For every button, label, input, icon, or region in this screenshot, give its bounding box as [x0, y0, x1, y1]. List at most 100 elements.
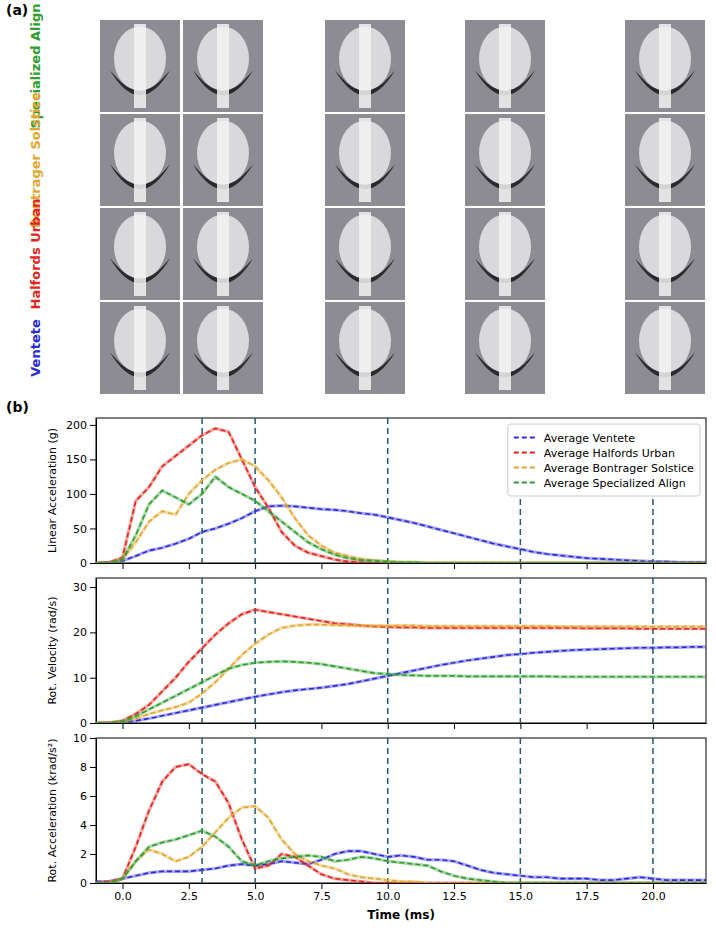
y-axis: 050100150200 [66, 419, 97, 571]
tick: 7.5 [313, 883, 331, 903]
panel-label: (a) [6, 2, 28, 18]
time-marker [520, 499, 522, 563]
tick-mark [321, 883, 322, 889]
tick-label: 0 [80, 877, 87, 890]
tick-mark [90, 528, 96, 529]
tick: 17.5 [575, 883, 600, 903]
tick: 0 [80, 877, 96, 890]
x-axis [97, 723, 707, 729]
legend-box [508, 424, 700, 496]
tick-mark [388, 563, 389, 569]
legend: Average VenteteAverage Halfords UrbanAve… [508, 424, 700, 496]
photo [625, 114, 705, 206]
tick-label: 0 [80, 557, 87, 570]
tick-label: 17.5 [575, 890, 600, 903]
legend-label: Average Ventete [544, 432, 635, 445]
time-marker [520, 738, 522, 883]
tick-mark [454, 723, 455, 729]
tick: 200 [66, 419, 96, 432]
plot-area [96, 738, 706, 883]
tick-mark [90, 494, 96, 495]
time-marker [201, 418, 203, 563]
tick [255, 723, 256, 729]
series-band [96, 610, 706, 723]
time-marker [652, 578, 654, 723]
tick-label: 0 [80, 717, 87, 730]
x-axis: 0.02.55.07.510.012.515.017.520.0 [97, 883, 707, 903]
photo [325, 114, 405, 206]
x-axis [97, 563, 707, 569]
tick: 20 [73, 626, 96, 639]
plot-area [96, 578, 706, 723]
tick [587, 563, 588, 569]
axis-title: Time (ms) [367, 908, 435, 922]
tick-mark [255, 883, 256, 889]
photo [100, 208, 180, 300]
series-line [96, 831, 706, 883]
tick-mark [653, 563, 654, 569]
series-band [96, 806, 706, 883]
tick [321, 723, 322, 729]
tick: 100 [66, 488, 96, 501]
series-band [96, 764, 706, 883]
tick-label: 10 [73, 732, 87, 745]
tick-mark [321, 563, 322, 569]
chart: 0.02.55.07.510.012.515.017.520.00246810R… [46, 732, 707, 922]
tick-label: 50 [73, 522, 87, 535]
tick-mark [90, 632, 96, 633]
series-band [96, 647, 706, 723]
photo [325, 302, 405, 394]
tick [189, 563, 190, 569]
tick-mark [189, 563, 190, 569]
time-marker [652, 738, 654, 883]
tick-mark [90, 854, 96, 855]
tick-mark [454, 563, 455, 569]
tick-label: 12.5 [442, 890, 467, 903]
tick-label: 0.0 [114, 890, 131, 903]
tick [653, 723, 654, 729]
tick-mark [90, 459, 96, 460]
tick: 20.0 [641, 883, 666, 903]
panel-label: (b) [6, 399, 29, 415]
tick: 15.0 [509, 883, 534, 903]
tick-mark [388, 883, 389, 889]
tick-label: 30 [73, 581, 87, 594]
photo [183, 208, 263, 300]
tick [653, 563, 654, 569]
time-marker [201, 738, 203, 883]
time-marker [254, 738, 256, 883]
tick-mark [90, 767, 96, 768]
tick-label: 15.0 [509, 890, 534, 903]
tick-mark [388, 723, 389, 729]
tick-label: 10.0 [376, 890, 401, 903]
series-band [96, 625, 706, 723]
tick: 2 [80, 848, 96, 861]
tick-mark [587, 883, 588, 889]
tick: 10.0 [376, 883, 401, 903]
tick [388, 563, 389, 569]
legend-swatch [514, 437, 538, 439]
tick [520, 563, 521, 569]
tick: 0 [80, 717, 96, 730]
tick: 2.5 [181, 883, 199, 903]
tick-mark [520, 723, 521, 729]
tick: 4 [80, 819, 96, 832]
series-line [96, 625, 706, 723]
chart: 0102030Rot. Velocity (rad/s) [46, 578, 707, 730]
tick: 10 [73, 672, 96, 685]
tick: 0 [80, 557, 96, 570]
tick [587, 723, 588, 729]
row-label: Ventete [28, 319, 43, 377]
tick-mark [90, 425, 96, 426]
series-band [96, 661, 706, 723]
tick-label: 20 [73, 626, 87, 639]
tick [388, 723, 389, 729]
tick-label: 8 [80, 761, 87, 774]
photo [183, 20, 263, 112]
photo [100, 20, 180, 112]
photo [183, 302, 263, 394]
tick-mark [123, 883, 124, 889]
series-band [96, 506, 706, 563]
tick: 50 [73, 522, 96, 535]
photo [465, 20, 545, 112]
